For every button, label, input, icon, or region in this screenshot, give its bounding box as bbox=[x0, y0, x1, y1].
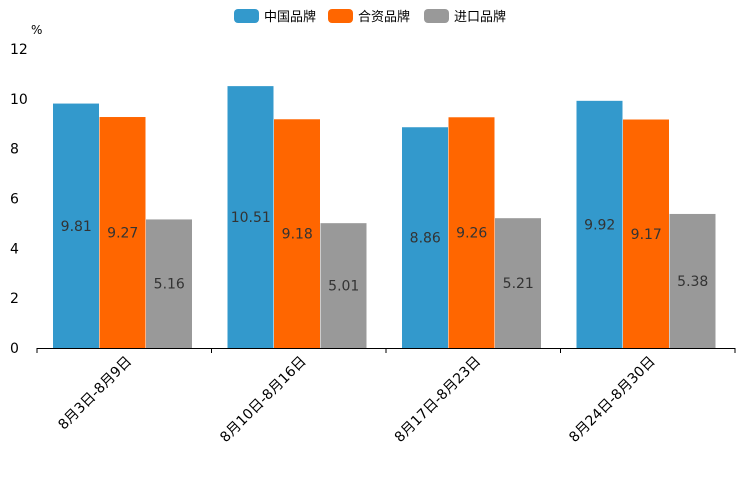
x-tick-label: 8月17日-8月23日 bbox=[392, 354, 484, 446]
bar bbox=[320, 223, 367, 348]
bar bbox=[227, 86, 274, 349]
bar bbox=[623, 119, 669, 349]
legend-swatch[interactable] bbox=[424, 9, 449, 23]
bar bbox=[669, 213, 716, 348]
legend: 中国品牌 合资品牌 进口品牌 bbox=[234, 9, 506, 25]
y-tick-label: 6 bbox=[10, 192, 19, 208]
data-label: 9.27 bbox=[107, 226, 138, 242]
data-label: 5.01 bbox=[328, 279, 359, 295]
bar bbox=[53, 103, 99, 348]
data-label: 9.18 bbox=[282, 227, 313, 243]
y-tick-label: 0 bbox=[10, 341, 19, 357]
bar bbox=[576, 100, 623, 349]
bar bbox=[448, 117, 495, 348]
data-label: 9.26 bbox=[456, 226, 487, 242]
bars: 9.81 10.51 8.86 9.92 9.27 9.18 9.26 9.17 5.16 5.0… bbox=[53, 86, 716, 349]
y-axis-unit-label: % bbox=[31, 23, 42, 37]
data-label: 9.81 bbox=[61, 219, 92, 235]
data-label: 5.38 bbox=[677, 274, 708, 290]
x-tick-label: 8月10日-8月16日 bbox=[217, 354, 309, 446]
bar bbox=[146, 219, 192, 348]
y-tick-label: 10 bbox=[10, 92, 28, 108]
data-label: 5.21 bbox=[503, 276, 534, 292]
legend-item-label[interactable]: 进口品牌 bbox=[454, 9, 506, 25]
x-tick-label: 8月24日-8月30日 bbox=[566, 354, 658, 446]
y-tick-label: 4 bbox=[10, 241, 19, 257]
y-axis: 0 2 4 6 8 10 12 bbox=[10, 42, 28, 357]
bar bbox=[99, 117, 146, 349]
x-tick-label: 8月3日-8月9日 bbox=[55, 354, 135, 434]
bar bbox=[495, 218, 541, 348]
y-tick-label: 12 bbox=[10, 42, 28, 58]
x-axis: 8月3日-8月9日 8月10日-8月16日 8月17日-8月23日 8月24日-8月3… bbox=[36, 348, 736, 446]
data-label: 9.17 bbox=[631, 227, 662, 243]
legend-swatch[interactable] bbox=[328, 9, 353, 23]
y-tick-label: 8 bbox=[10, 142, 19, 158]
bar bbox=[274, 119, 320, 348]
y-tick-label: 2 bbox=[10, 291, 19, 307]
data-label: 9.92 bbox=[584, 217, 615, 233]
legend-item-label[interactable]: 合资品牌 bbox=[358, 9, 410, 25]
legend-swatch[interactable] bbox=[234, 9, 259, 23]
data-label: 10.51 bbox=[231, 210, 271, 226]
data-label: 5.16 bbox=[154, 277, 185, 293]
bar bbox=[402, 127, 448, 348]
data-label: 8.86 bbox=[410, 231, 441, 247]
legend-item-label[interactable]: 中国品牌 bbox=[264, 9, 316, 25]
